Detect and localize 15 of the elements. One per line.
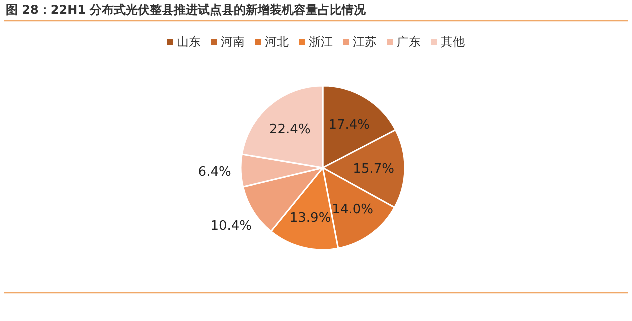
data-label: 10.4% — [210, 219, 252, 234]
data-label: 15.7% — [353, 162, 394, 178]
legend-label: 广东 — [397, 35, 421, 49]
data-label: 14.0% — [332, 202, 374, 218]
data-label: 22.4% — [270, 122, 311, 138]
data-label: 6.4% — [198, 165, 232, 180]
legend-label: 浙江 — [309, 35, 333, 49]
chart-title: 图 28：22H1 分布式光伏整县推进试点县的新增装机容量占比情况 — [6, 3, 368, 17]
legend-label: 山东 — [177, 35, 201, 49]
data-label: 17.4% — [328, 118, 370, 134]
data-label: 13.9% — [290, 210, 332, 226]
legend-label: 河南 — [221, 35, 245, 49]
legend-label: 其他 — [441, 35, 465, 49]
legend-label: 河北 — [265, 35, 289, 49]
legend-label: 江苏 — [353, 35, 377, 49]
